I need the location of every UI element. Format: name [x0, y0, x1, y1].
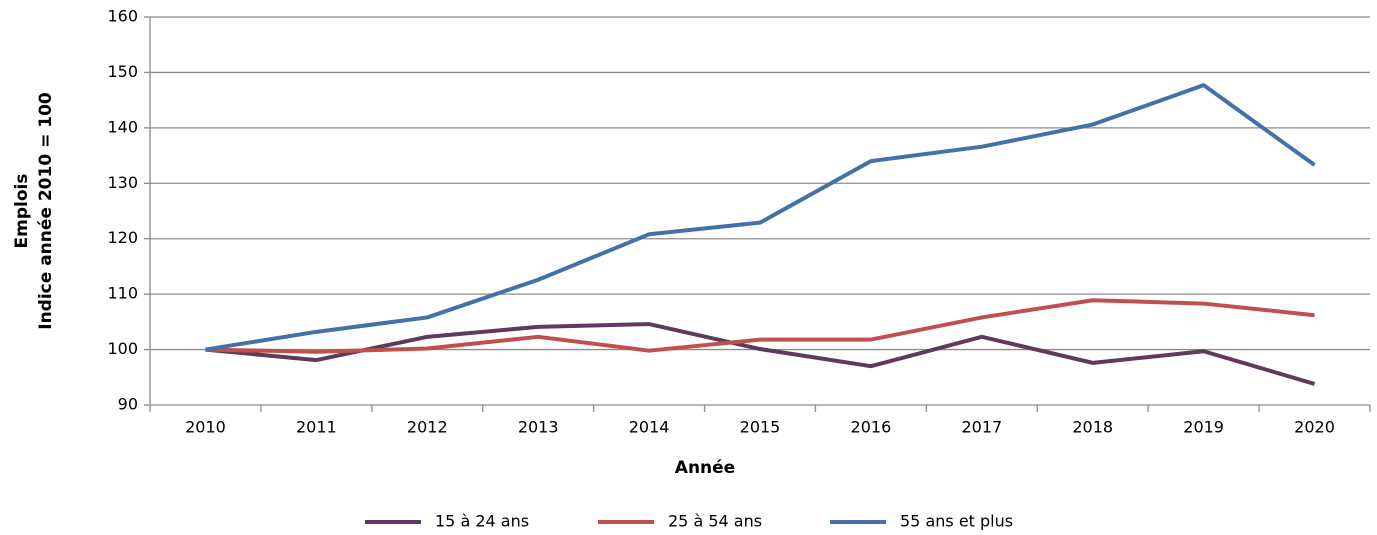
- y-axis-title-line: Indice année 2010 = 100: [36, 92, 56, 330]
- y-axis-title: Emplois Indice année 2010 = 100: [12, 92, 56, 330]
- x-axis-title: Année: [675, 458, 735, 478]
- y-tick-label: 100: [107, 339, 138, 358]
- y-tick-label: 110: [107, 284, 138, 303]
- y-tick-label: 120: [107, 228, 138, 247]
- x-tick-label: 2015: [740, 418, 781, 437]
- series-line: [205, 83, 1316, 352]
- y-tick-label: 90: [118, 395, 138, 414]
- x-tick-label: 2017: [961, 418, 1002, 437]
- x-tick-label: 2019: [1183, 418, 1224, 437]
- series-line: [205, 322, 1316, 386]
- x-tick-label: 2014: [629, 418, 670, 437]
- y-tick-label: 140: [107, 117, 138, 136]
- legend-label: 25 à 54 ans: [668, 512, 762, 531]
- x-tick-label: 2020: [1294, 418, 1335, 437]
- x-tick-label: 2013: [518, 418, 559, 437]
- x-tick-label: 2018: [1072, 418, 1113, 437]
- y-axis-title-line: Emplois: [12, 174, 32, 249]
- x-tick-label: 2016: [851, 418, 892, 437]
- x-tick-label: 2012: [407, 418, 448, 437]
- x-tick-label: 2010: [185, 418, 226, 437]
- y-tick-label: 130: [107, 173, 138, 192]
- legend-label: 15 à 24 ans: [435, 512, 529, 531]
- y-tick-label: 160: [107, 7, 138, 26]
- y-tick-label: 150: [107, 62, 138, 81]
- series-line: [205, 298, 1315, 354]
- legend-label: 55 ans et plus: [900, 512, 1013, 531]
- x-tick-label: 2011: [296, 418, 337, 437]
